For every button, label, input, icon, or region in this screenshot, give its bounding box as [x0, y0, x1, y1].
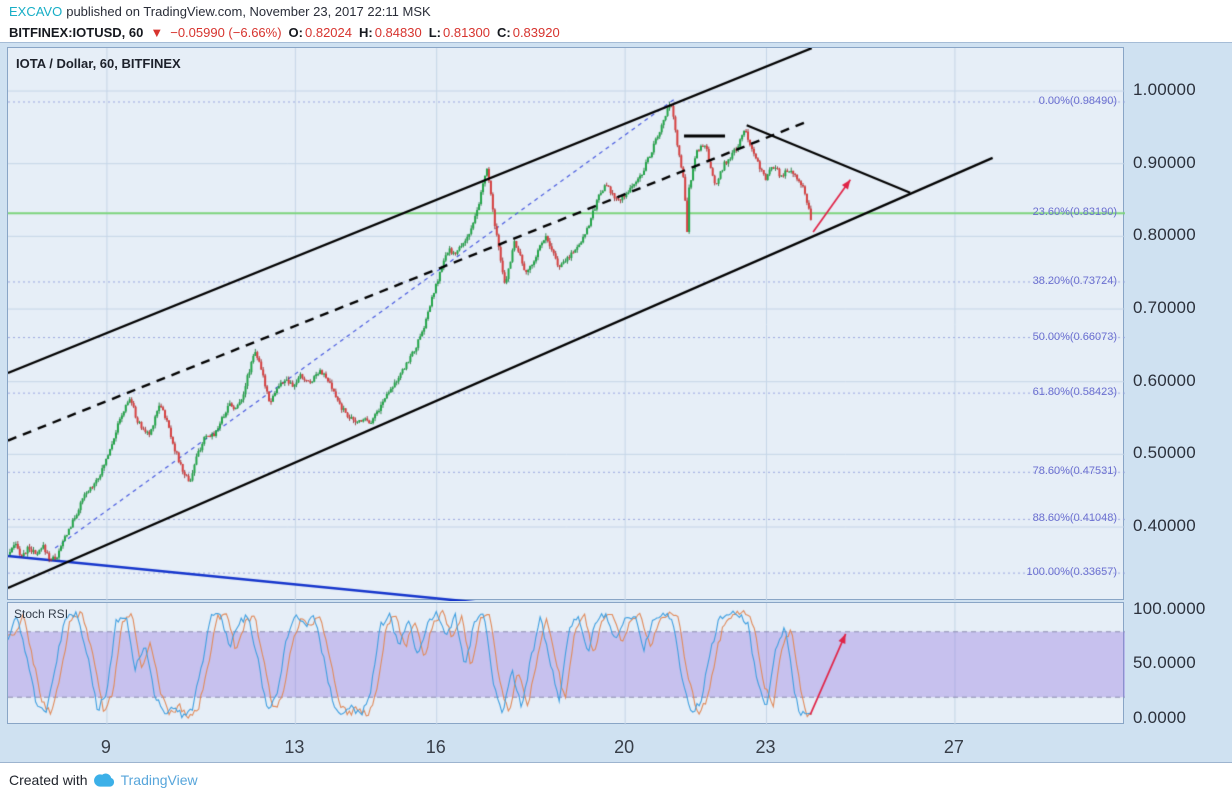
footer: Created with TradingView — [0, 763, 1232, 796]
fib-level-label: 23.60%(0.83190) — [1032, 206, 1117, 219]
stoch-rsi-title: Stoch RSI — [14, 607, 69, 621]
ohlc-close: C: 0.83920 — [497, 24, 560, 40]
time-tick-label: 27 — [943, 737, 964, 757]
fib-level-label: 38.20%(0.73724) — [1032, 274, 1117, 287]
stoch-tick-label: 50.0000 — [1133, 653, 1196, 673]
symbol-bar: BITFINEX:IOTUSD, 60 ▼ −0.05990 (−6.66%) … — [0, 22, 1232, 42]
author-link[interactable]: EXCAVO — [9, 3, 63, 19]
price-axis[interactable]: 1.00000 0.90000 0.80000 0.70000 0.60000 0.500… — [1126, 47, 1230, 600]
stoch-tick-label: 100.0000 — [1133, 598, 1206, 618]
price-tick-label: 0.50000 — [1133, 443, 1196, 463]
created-with-label: Created with — [9, 771, 88, 788]
pane-title: IOTA / Dollar, 60, BITFINEX — [16, 56, 181, 71]
time-tick-label: 9 — [100, 737, 111, 757]
candlestick-canvas[interactable] — [8, 48, 1125, 601]
fib-level-label: 78.60%(0.47531) — [1032, 465, 1117, 478]
stoch-tick-label: 0.0000 — [1133, 708, 1187, 727]
fib-level-label: 88.60%(0.41048) — [1032, 512, 1117, 525]
time-tick-label: 23 — [755, 737, 776, 757]
publish-text: published on TradingView.com, November 2… — [66, 3, 431, 19]
ohlc-high: H: 0.84830 — [359, 24, 422, 40]
fib-level-label: 100.00%(0.33657) — [1026, 566, 1117, 579]
time-tick-label: 20 — [614, 737, 635, 757]
chart-container: IOTA / Dollar, 60, BITFINEX 0.00%(0.9849… — [0, 42, 1232, 763]
time-tick-label: 16 — [425, 737, 446, 757]
change-value: −0.05990 (−6.66%) — [170, 24, 282, 40]
price-tick-label: 0.40000 — [1133, 516, 1196, 536]
tradingview-logo-icon — [93, 773, 115, 787]
publish-bar: EXCAVO published on TradingView.com, Nov… — [0, 0, 1232, 22]
stoch-rsi-canvas[interactable] — [8, 603, 1125, 725]
fib-level-label: 0.00%(0.98490) — [1038, 94, 1117, 107]
price-tick-label: 1.00000 — [1133, 80, 1196, 100]
stoch-axis[interactable]: 100.0000 50.0000 0.0000 — [1126, 598, 1230, 727]
time-tick-label: 13 — [284, 737, 305, 757]
price-tick-label: 0.70000 — [1133, 298, 1196, 318]
ohlc-low: L: 0.81300 — [428, 24, 490, 40]
tradingview-link[interactable]: TradingView — [120, 771, 198, 788]
price-tick-label: 0.80000 — [1133, 225, 1196, 245]
symbol-label: BITFINEX:IOTUSD, 60 — [9, 24, 144, 40]
fib-level-label: 61.80%(0.58423) — [1032, 386, 1117, 399]
fib-level-label: 50.00%(0.66073) — [1032, 330, 1117, 343]
down-arrow-icon: ▼ — [150, 24, 164, 40]
price-tick-label: 0.90000 — [1133, 152, 1196, 172]
time-axis[interactable]: 9 13 16 20 23 27 — [7, 724, 1124, 764]
ohlc-open: O: 0.82024 — [288, 24, 352, 40]
stoch-rsi-pane[interactable]: Stoch RSI — [7, 602, 1125, 725]
price-tick-label: 0.60000 — [1133, 370, 1196, 390]
main-price-pane[interactable]: IOTA / Dollar, 60, BITFINEX 0.00%(0.9849… — [7, 47, 1125, 601]
